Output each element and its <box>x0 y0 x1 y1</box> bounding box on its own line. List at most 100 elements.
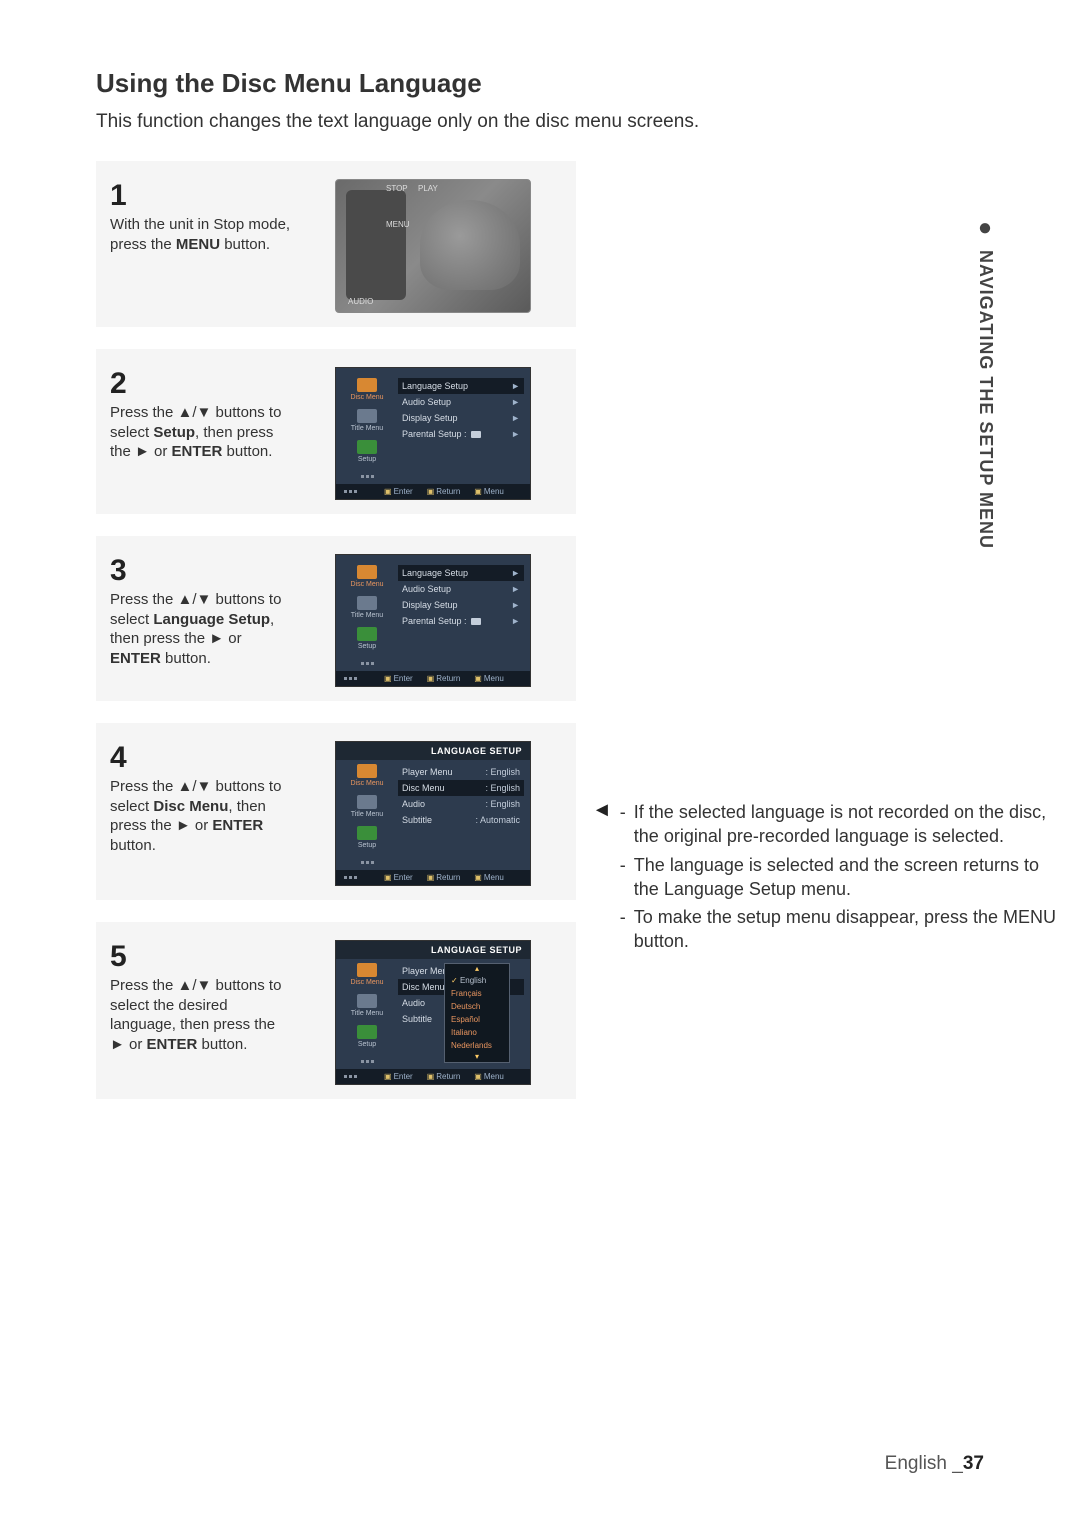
footer-dots-icon <box>344 677 370 680</box>
sidebar-setup-icon: Setup <box>342 440 392 463</box>
footer-dots-icon <box>344 876 370 879</box>
footer-return: ▣Return <box>427 674 461 683</box>
dropdown-item: Español <box>445 1013 509 1026</box>
menu-item-label: Audio Setup <box>402 397 451 407</box>
sidebar-label: Title Menu <box>351 425 383 432</box>
side-tab: ● NAVIGATING THE SETUP MENU <box>975 214 996 549</box>
menu-sidebar: Disc Menu Title Menu Setup <box>342 764 392 864</box>
note-text: If the selected language is not recorded… <box>634 800 1062 849</box>
sidebar-label: Title Menu <box>351 811 383 818</box>
sidebar-title-menu-icon: Title Menu <box>342 994 392 1017</box>
chevron-right-icon: ► <box>511 397 520 407</box>
page-footer: English _37 <box>885 1453 984 1475</box>
chevron-right-icon: ► <box>511 584 520 594</box>
menu-item: Audio Setup ► <box>398 581 524 597</box>
footer-menu: ▣Menu <box>474 674 504 683</box>
sidebar-disc-menu-icon: Disc Menu <box>342 378 392 401</box>
notes-block: ◄ -If the selected language is not recor… <box>592 800 1062 958</box>
menu-item-label: Audio Setup <box>402 584 451 594</box>
remote-label-menu: MENU <box>386 220 410 229</box>
menu-item: Display Setup► <box>398 410 524 426</box>
menu-item-value: Automatic <box>475 815 520 825</box>
sidebar-dots-icon <box>342 662 392 665</box>
setup-menu-screen-1: Disc Menu Title Menu Setup Language Setu… <box>335 367 531 500</box>
menu-item-label: Player Menu <box>402 767 453 777</box>
menu-main: Language Setup► Audio Setup► Display Set… <box>392 378 524 478</box>
sidebar-label: Setup <box>358 842 376 849</box>
menu-item-label: Audio <box>402 799 425 809</box>
sidebar-dots-icon <box>342 475 392 478</box>
pointer-left-icon: ◄ <box>592 800 612 820</box>
step-4: 4 Press the ▲/▼ buttons to select Disc M… <box>96 723 576 900</box>
menu-sidebar: Disc Menu Title Menu Setup <box>342 378 392 478</box>
menu-item: Language Setup► <box>398 565 524 581</box>
menu-item-label: Disc Menu <box>402 982 445 992</box>
dropdown-item: Nederlands <box>445 1039 509 1052</box>
menu-item: Audio Setup ► <box>398 394 524 410</box>
menu-header: LANGUAGE SETUP <box>336 742 530 760</box>
note-text: The language is selected and the screen … <box>634 853 1062 902</box>
chevron-right-icon: ► <box>511 616 520 626</box>
sidebar-disc-menu-icon: Disc Menu <box>342 963 392 986</box>
footer-language: English <box>885 1453 947 1474</box>
menu-footer: ▣Enter ▣Return ▣Menu <box>336 484 530 499</box>
menu-item-value: English <box>485 783 520 793</box>
sidebar-dots-icon <box>342 861 392 864</box>
footer-return: ▣Return <box>427 1072 461 1081</box>
step-2: 2 Press the ▲/▼ buttons to select Setup,… <box>96 349 576 514</box>
sidebar-label: Title Menu <box>351 612 383 619</box>
remote-label-audio: AUDIO <box>348 297 373 306</box>
menu-item: Parental Setup :► <box>398 426 524 442</box>
sidebar-label: Disc Menu <box>350 780 383 787</box>
step-2-number: 2 <box>110 367 294 401</box>
menu-item-label: Subtitle <box>402 1014 432 1024</box>
note-line: -The language is selected and the screen… <box>620 853 1062 902</box>
step-5-number: 5 <box>110 940 294 974</box>
side-tab-label: NAVIGATING THE SETUP MENU <box>975 250 996 549</box>
footer-dots-icon <box>344 490 370 493</box>
chevron-right-icon: ► <box>511 600 520 610</box>
menu-item-label: Parental Setup : <box>402 429 467 439</box>
menu-footer: ▣Enter ▣Return ▣Menu <box>336 671 530 686</box>
chevron-right-icon: ► <box>511 381 520 391</box>
sidebar-label: Title Menu <box>351 1010 383 1017</box>
sidebar-title-menu-icon: Title Menu <box>342 409 392 432</box>
menu-item: Parental Setup : ► <box>398 613 524 629</box>
lock-icon <box>471 618 481 625</box>
menu-main: Language Setup► Audio Setup ► Display Set… <box>392 565 524 665</box>
footer-enter: ▣Enter <box>384 1072 413 1081</box>
menu-item-label: Display Setup <box>402 600 458 610</box>
footer-menu: ▣Menu <box>474 487 504 496</box>
menu-item: AudioEnglish <box>398 796 524 812</box>
menu-header: LANGUAGE SETUP <box>336 941 530 959</box>
remote-label-stop: STOP <box>386 184 408 193</box>
step-3-text: Press the ▲/▼ buttons to select Language… <box>110 590 294 668</box>
menu-item-label: Parental Setup : <box>402 616 467 626</box>
remote-label-play: PLAY <box>418 184 438 193</box>
note-line: -If the selected language is not recorde… <box>620 800 1062 849</box>
menu-item: Player MenuEnglish <box>398 764 524 780</box>
footer-menu: ▣Menu <box>474 1072 504 1081</box>
step-5-text: Press the ▲/▼ buttons to select the desi… <box>110 976 294 1054</box>
step-2-text: Press the ▲/▼ buttons to select Setup, t… <box>110 403 294 462</box>
menu-item: SubtitleAutomatic <box>398 812 524 828</box>
lock-icon <box>471 431 481 438</box>
sidebar-label: Disc Menu <box>350 979 383 986</box>
step-1-text: With the unit in Stop mode, press the ME… <box>110 215 294 254</box>
chevron-up-icon: ▴ <box>445 964 509 974</box>
step-3: 3 Press the ▲/▼ buttons to select Langua… <box>96 536 576 701</box>
footer-dots-icon <box>344 1075 370 1078</box>
sidebar-setup-icon: Setup <box>342 826 392 849</box>
step-5: 5 Press the ▲/▼ buttons to select the de… <box>96 922 576 1099</box>
menu-footer: ▣Enter ▣Return ▣Menu <box>336 1069 530 1084</box>
remote-illustration: STOP PLAY MENU AUDIO <box>335 179 531 313</box>
sidebar-setup-icon: Setup <box>342 1025 392 1048</box>
menu-item-label: Audio <box>402 998 425 1008</box>
footer-menu: ▣Menu <box>474 873 504 882</box>
menu-item: Display Setup ► <box>398 597 524 613</box>
chevron-right-icon: ► <box>511 568 520 578</box>
language-setup-screen-2: LANGUAGE SETUP Disc Menu Title Menu Setu… <box>335 940 531 1085</box>
bullet-icon: ● <box>978 214 994 242</box>
sidebar-title-menu-icon: Title Menu <box>342 596 392 619</box>
footer-enter: ▣Enter <box>384 873 413 882</box>
